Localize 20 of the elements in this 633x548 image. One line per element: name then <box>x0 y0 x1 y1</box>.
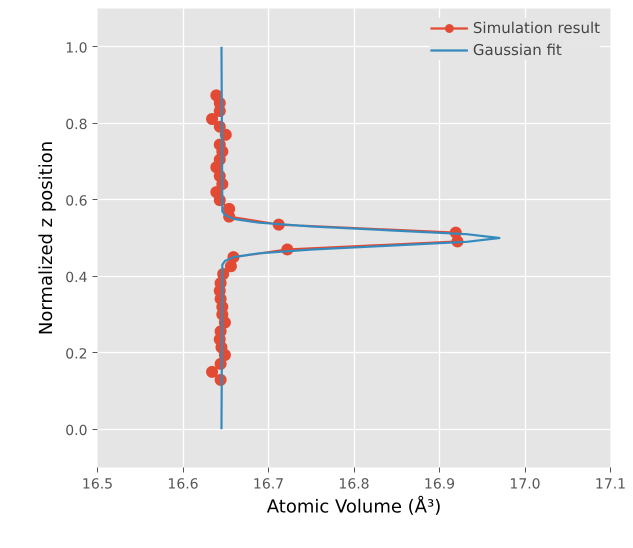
legend-label: Simulation result <box>472 19 600 37</box>
y-tick-label: 1.0 <box>65 40 88 56</box>
y-tick-label: 0.2 <box>65 346 88 362</box>
x-tick-label: 16.5 <box>82 476 114 492</box>
x-tick-label: 17.0 <box>509 476 541 492</box>
x-tick-label: 16.8 <box>338 476 370 492</box>
x-tick-label: 16.7 <box>252 476 284 492</box>
legend-label: Gaussian fit <box>472 41 562 59</box>
x-tick-label: 16.6 <box>167 476 199 492</box>
y-tick-label: 0.0 <box>65 422 88 439</box>
point <box>206 113 218 126</box>
point <box>224 260 237 272</box>
y-tick-label: 0.6 <box>65 193 88 210</box>
y-axis-title: Normalized z position <box>36 140 58 336</box>
x-tick-label: 17.1 <box>594 476 626 492</box>
y-tick-label: 0.4 <box>65 270 88 286</box>
x-tick-label: 16.9 <box>424 476 456 492</box>
point <box>206 366 218 378</box>
y-tick-label: 0.8 <box>65 116 88 133</box>
x-axis-title: Atomic Volume (Å³) <box>266 496 442 518</box>
